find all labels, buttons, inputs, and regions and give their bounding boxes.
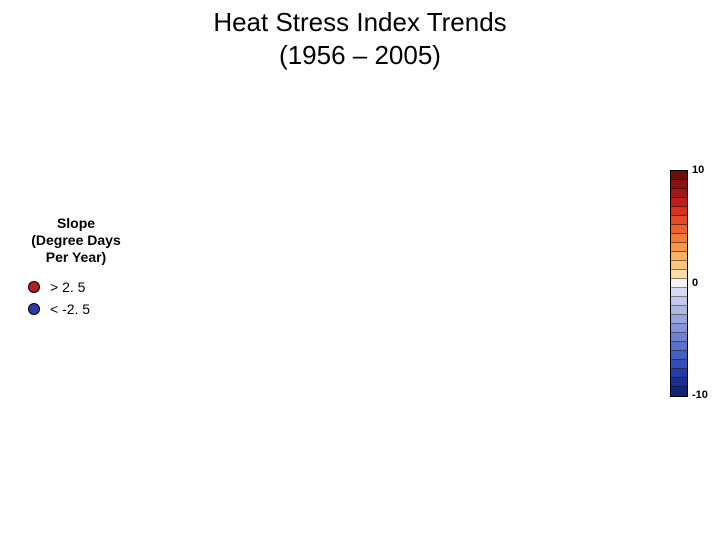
colorbar-segment xyxy=(671,171,687,180)
colorbar-segment xyxy=(671,261,687,270)
colorbar-segment xyxy=(671,189,687,198)
colorbar-segment xyxy=(671,270,687,279)
slope-legend: Slope (Degree Days Per Year) > 2. 5 < -2… xyxy=(6,215,146,323)
colorbar-label-top: 10 xyxy=(692,164,704,176)
colorbar-segment xyxy=(671,207,687,216)
chart-title: Heat Stress Index Trends (1956 – 2005) xyxy=(0,6,720,71)
colorbar-segment xyxy=(671,225,687,234)
colorbar-label-mid: 0 xyxy=(692,277,698,289)
colorbar-segment xyxy=(671,297,687,306)
title-line-2: (1956 – 2005) xyxy=(279,40,441,70)
colorbar-segment xyxy=(671,216,687,225)
colorbar-segment xyxy=(671,324,687,333)
colorbar-segment xyxy=(671,369,687,378)
colorbar-segment xyxy=(671,180,687,189)
circle-icon xyxy=(28,281,40,293)
colorbar-segment xyxy=(671,288,687,297)
legend-item-label: > 2. 5 xyxy=(50,279,85,295)
colorbar-segment xyxy=(671,387,687,396)
colorbar-segment xyxy=(671,279,687,288)
colorbar-segment xyxy=(671,234,687,243)
circle-icon xyxy=(28,303,40,315)
colorbar-segment xyxy=(671,378,687,387)
colorbar: 10 0 -10 xyxy=(670,170,688,397)
colorbar-segment xyxy=(671,306,687,315)
colorbar-label-bottom: -10 xyxy=(692,389,708,401)
legend-title: Slope (Degree Days Per Year) xyxy=(6,215,146,265)
colorbar-segment xyxy=(671,198,687,207)
colorbar-segment xyxy=(671,351,687,360)
legend-item-positive: > 2. 5 xyxy=(28,279,146,295)
legend-item-negative: < -2. 5 xyxy=(28,301,146,317)
colorbar-segment xyxy=(671,342,687,351)
colorbar-segment xyxy=(671,333,687,342)
colorbar-segment xyxy=(671,360,687,369)
legend-item-label: < -2. 5 xyxy=(50,301,90,317)
title-line-1: Heat Stress Index Trends xyxy=(213,7,506,37)
colorbar-segment xyxy=(671,315,687,324)
colorbar-segment xyxy=(671,243,687,252)
colorbar-gradient xyxy=(670,170,688,397)
colorbar-segment xyxy=(671,252,687,261)
